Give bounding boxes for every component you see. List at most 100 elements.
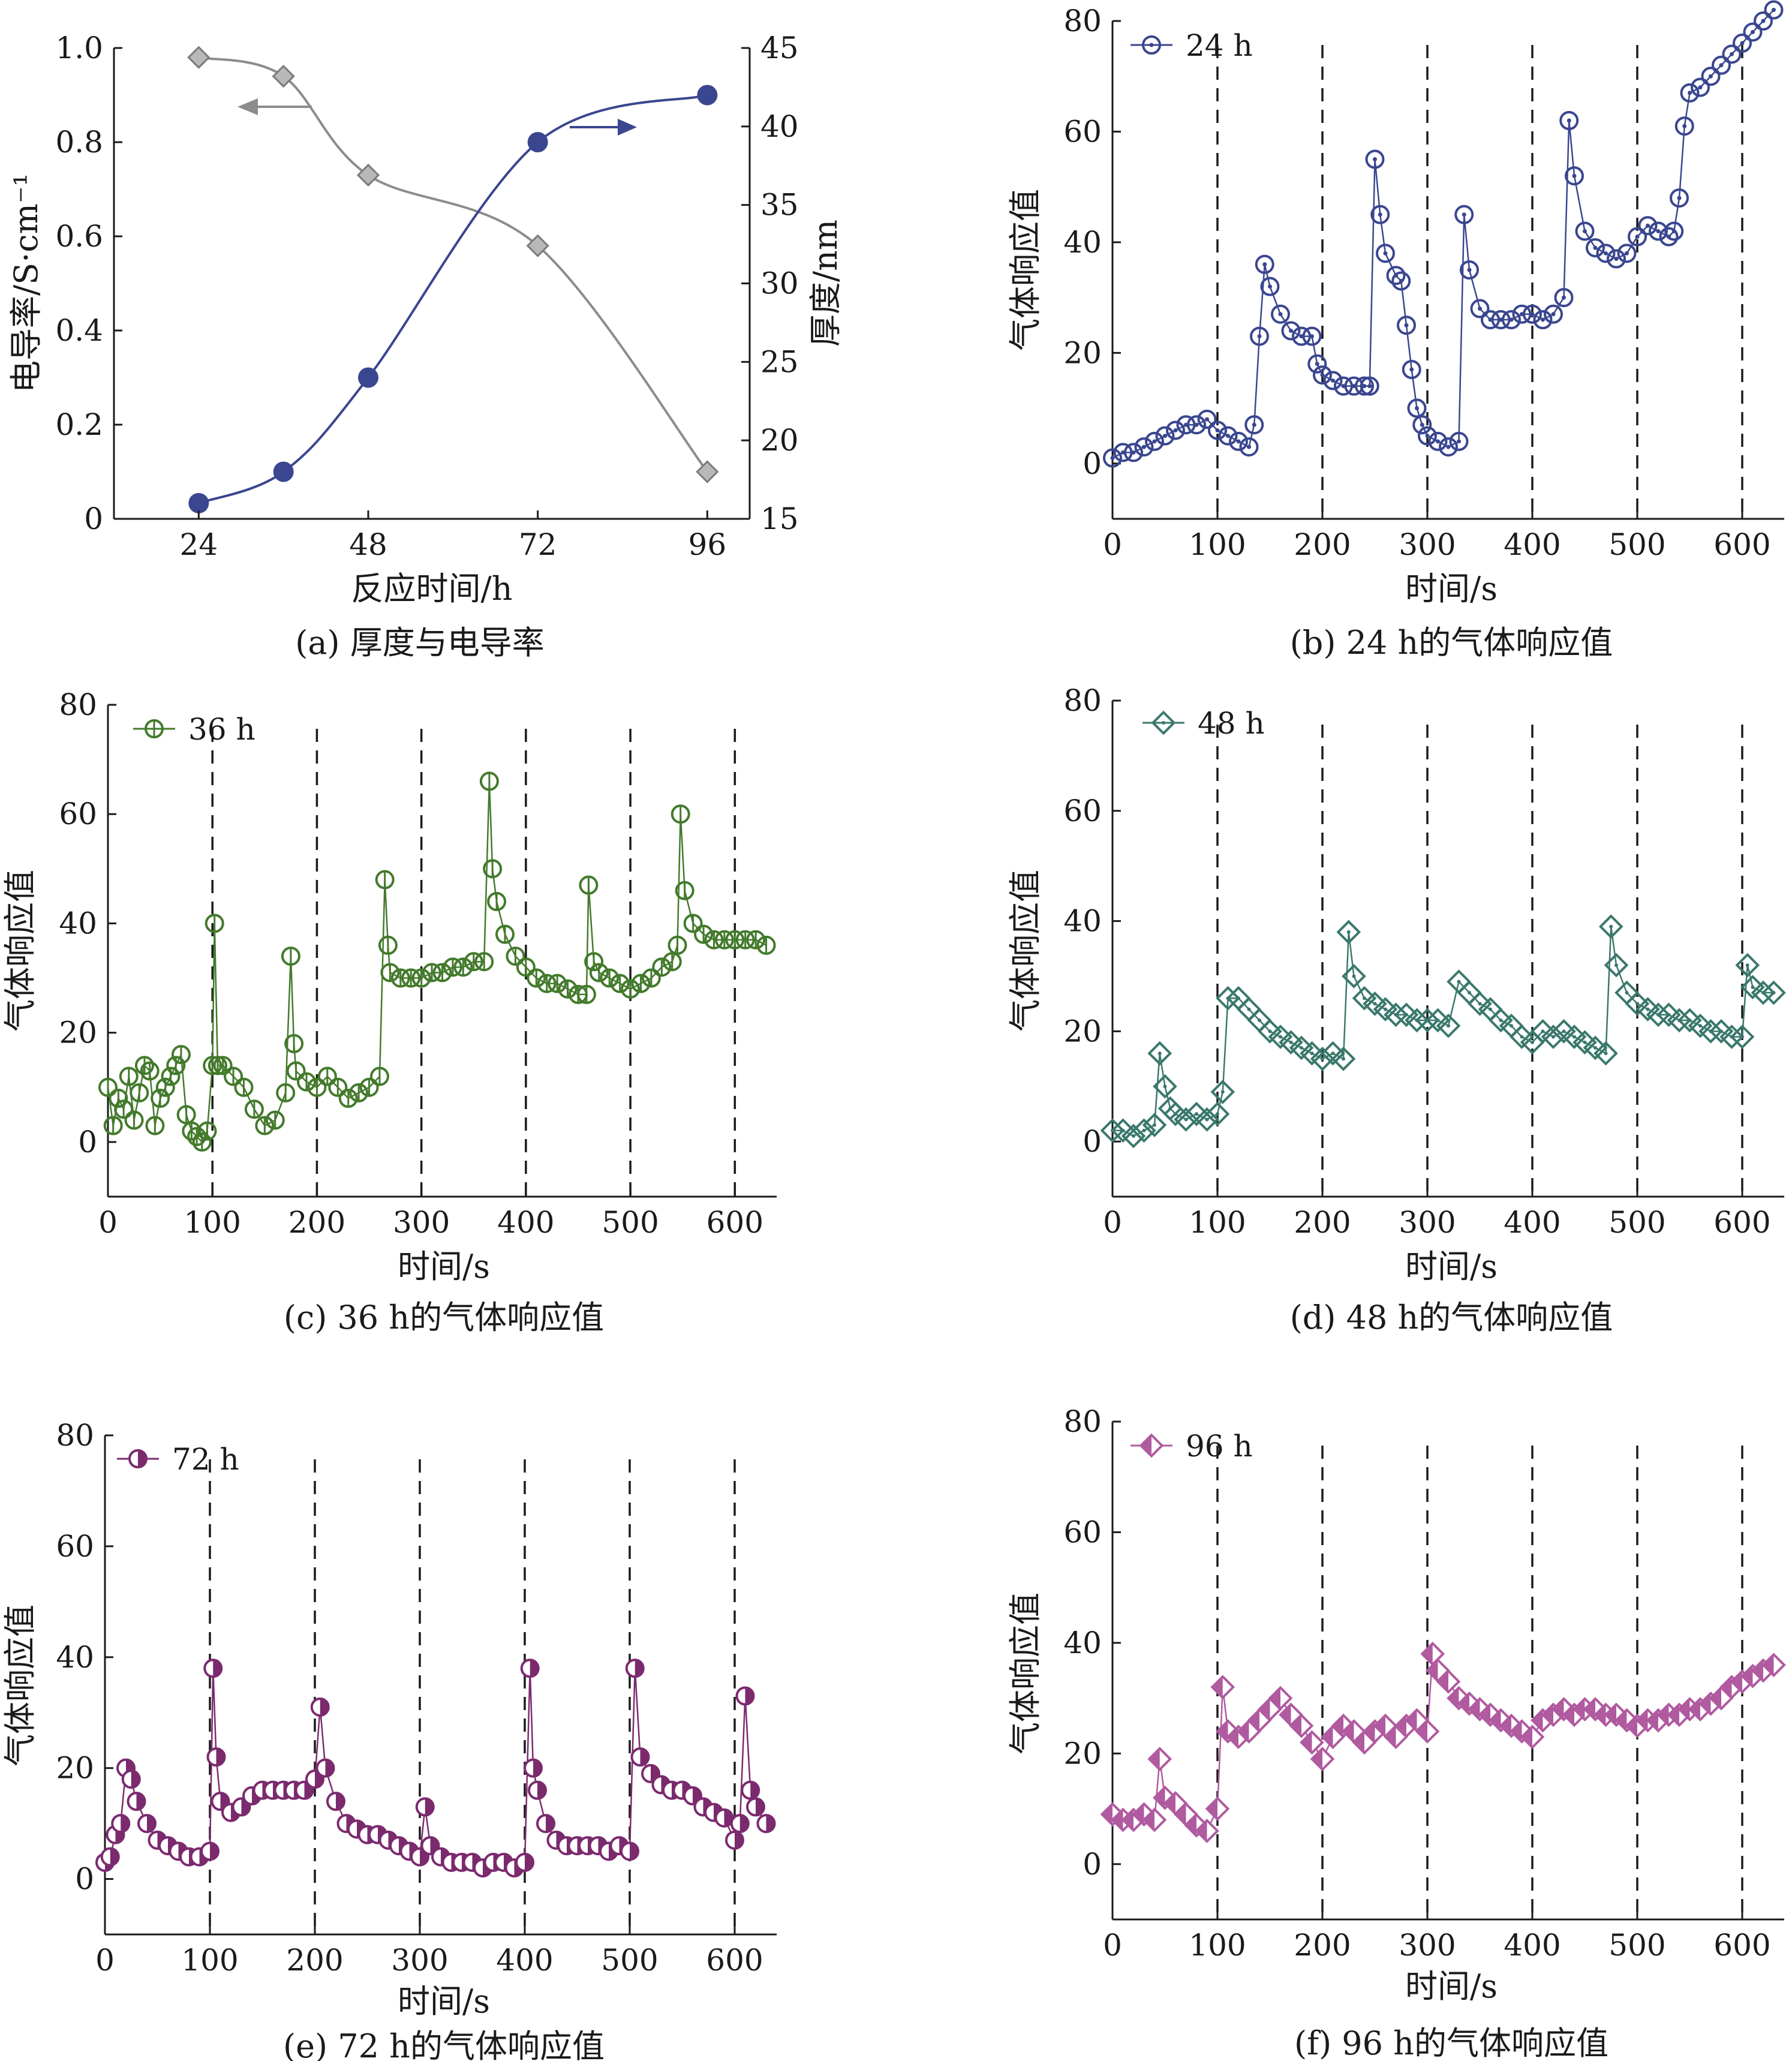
panel-a-x-tick-label: 48 bbox=[349, 527, 387, 562]
panel-d-x-tick-label: 100 bbox=[1189, 1205, 1246, 1240]
panel-b-data-point bbox=[1124, 443, 1143, 462]
panel-c-data-point bbox=[527, 968, 546, 988]
panel-e-data-point bbox=[741, 1780, 760, 1800]
panel-a-point-right bbox=[697, 85, 718, 106]
panel-b-data-point bbox=[1218, 426, 1238, 446]
panel-c-data-point bbox=[286, 1061, 306, 1081]
panel-d-data-point bbox=[1489, 1008, 1513, 1033]
panel-b-y-tick-label: 0 bbox=[1083, 446, 1102, 481]
panel-c-data-point bbox=[652, 957, 672, 977]
panel-d-data-point bbox=[1331, 1046, 1356, 1071]
panel-b-data-point bbox=[1281, 321, 1301, 341]
panel-b-series-line bbox=[1112, 9, 1775, 459]
panel-b-data-point bbox=[1412, 415, 1432, 435]
panel-c-data-point bbox=[487, 892, 507, 911]
panel-f-data-point bbox=[1147, 1747, 1172, 1771]
panel-f-data-point bbox=[1205, 1796, 1230, 1821]
panel-e-x-tick-label: 100 bbox=[181, 1943, 238, 1978]
panel-b-data-point bbox=[1313, 365, 1332, 385]
panel-c-data-point bbox=[276, 1083, 296, 1102]
panel-c-data-point bbox=[375, 870, 395, 890]
panel-d-data-point bbox=[1373, 997, 1398, 1022]
panel-b-data-point bbox=[1355, 376, 1374, 396]
panel-d-data-point bbox=[1656, 1002, 1681, 1028]
panel-c-data-point bbox=[213, 1056, 233, 1075]
panel-a-xlabel: 反应时间/h bbox=[351, 570, 513, 608]
panel-c-data-point bbox=[328, 1077, 348, 1097]
panel-e-legend-label: 72 h bbox=[172, 1442, 239, 1477]
panel-b-data-point bbox=[1407, 398, 1427, 418]
panel-f-caption: (f) 96 h的气体响应值 bbox=[1294, 2024, 1608, 2061]
panel-b-x-tick-label: 0 bbox=[1103, 527, 1122, 562]
panel-d-ylabel: 气体响应值 bbox=[1006, 870, 1044, 1032]
panel-f-data-point bbox=[1268, 1686, 1293, 1711]
panel-d-data-point bbox=[1205, 1101, 1230, 1126]
panel-c-data-point bbox=[359, 1077, 379, 1097]
panel-d-data-point bbox=[1604, 953, 1629, 978]
panel-a-y-left-tick-label: 1.0 bbox=[55, 31, 103, 65]
panel-b-data-point bbox=[1260, 277, 1280, 296]
panel-e-data-point bbox=[121, 1769, 141, 1789]
panel-a-y-right-tick-label: 30 bbox=[760, 266, 799, 301]
panel-a-left-axis-arrowhead bbox=[237, 98, 258, 115]
panel-b-data-point bbox=[1470, 299, 1490, 319]
panel-a-x-tick-label: 24 bbox=[180, 527, 218, 562]
panel-b-data-point bbox=[1722, 44, 1742, 64]
panel-e-data-point bbox=[630, 1747, 650, 1767]
panel-e-x-tick-label: 0 bbox=[95, 1943, 115, 1978]
panel-d-data-point bbox=[1342, 964, 1366, 989]
panel-c-data-point bbox=[119, 1066, 139, 1086]
panel-b-data-point bbox=[1664, 221, 1684, 241]
panel-b-data-point bbox=[1166, 420, 1185, 440]
panel-b-data-point bbox=[1208, 420, 1227, 440]
panel-b-data-point bbox=[1449, 431, 1469, 451]
panel-b-plot-area: 0 100 200 300 400 500 600 0 20 40 60 80 bbox=[1063, 0, 1784, 562]
panel-f-data-point bbox=[1436, 1669, 1461, 1694]
panel-e-data-point bbox=[536, 1814, 555, 1834]
panel-e-plot-area: 0 100 200 300 400 500 600 0 20 40 60 80 bbox=[56, 1418, 777, 1978]
panel-b-data-point bbox=[1523, 304, 1542, 324]
panel-c-data-point bbox=[297, 1072, 317, 1092]
panel-a-arrows bbox=[237, 98, 637, 136]
panel-b-data-point bbox=[1391, 271, 1411, 291]
panel-d-y-tick-label: 0 bbox=[1083, 1124, 1102, 1159]
panel-f-x-tick-label: 0 bbox=[1103, 1928, 1122, 1963]
panel-b-data-point bbox=[1674, 116, 1694, 136]
panel-a-y-left-tick-label: 0.6 bbox=[55, 219, 103, 254]
panel-c-ylabel: 气体响应值 bbox=[1, 870, 39, 1032]
panel-e-data-point bbox=[415, 1797, 435, 1817]
panel-d-data-point bbox=[1111, 1118, 1135, 1143]
panel-d-data-point bbox=[1184, 1101, 1209, 1126]
panel-b-data-point bbox=[1628, 227, 1647, 247]
panel-d-plot-area: 0 100 200 300 400 500 600 0 20 40 60 80 bbox=[1063, 683, 1786, 1240]
panel-c-data-point bbox=[668, 935, 687, 955]
panel-d-data-point bbox=[1132, 1118, 1156, 1143]
panel-c-data-point bbox=[631, 974, 651, 993]
panel-f-data-point bbox=[1415, 1719, 1440, 1744]
panel-b-data-point bbox=[1596, 244, 1616, 263]
panel-e-xlabel: 时间/s bbox=[398, 1982, 490, 2020]
panel-d-data-point bbox=[1677, 1008, 1702, 1033]
panel-b-data-point bbox=[1554, 288, 1574, 308]
panel-d-y-tick-label: 40 bbox=[1063, 904, 1102, 939]
panel-b-data-point bbox=[1439, 437, 1458, 457]
panel-a-series-left-line bbox=[198, 56, 708, 473]
panel-f-data-point bbox=[1761, 1653, 1786, 1678]
panel-a-y-right-tick-label: 35 bbox=[760, 188, 799, 223]
panel-c-data-point bbox=[558, 979, 578, 999]
panel-d-data-point bbox=[1531, 1019, 1555, 1044]
panel-e-data-point bbox=[625, 1659, 645, 1678]
panel-a-point-left bbox=[272, 64, 295, 88]
panel-c-data-point bbox=[576, 984, 596, 1004]
panel-b-data-point bbox=[1244, 415, 1264, 435]
panel-d-data-point bbox=[1761, 980, 1786, 1005]
panel-d-data-point bbox=[1735, 953, 1760, 978]
panel-b-data-point bbox=[1155, 426, 1175, 446]
panel-f-y-tick-label: 40 bbox=[1063, 1626, 1102, 1660]
panel-a-series-right-line bbox=[198, 94, 708, 504]
panel-e-data-point bbox=[315, 1758, 335, 1778]
panel-d-caption: (d) 48 h的气体响应值 bbox=[1290, 1299, 1613, 1336]
panel-c-data-point bbox=[176, 1105, 196, 1125]
panel-e-y-tick-label: 20 bbox=[56, 1751, 94, 1786]
